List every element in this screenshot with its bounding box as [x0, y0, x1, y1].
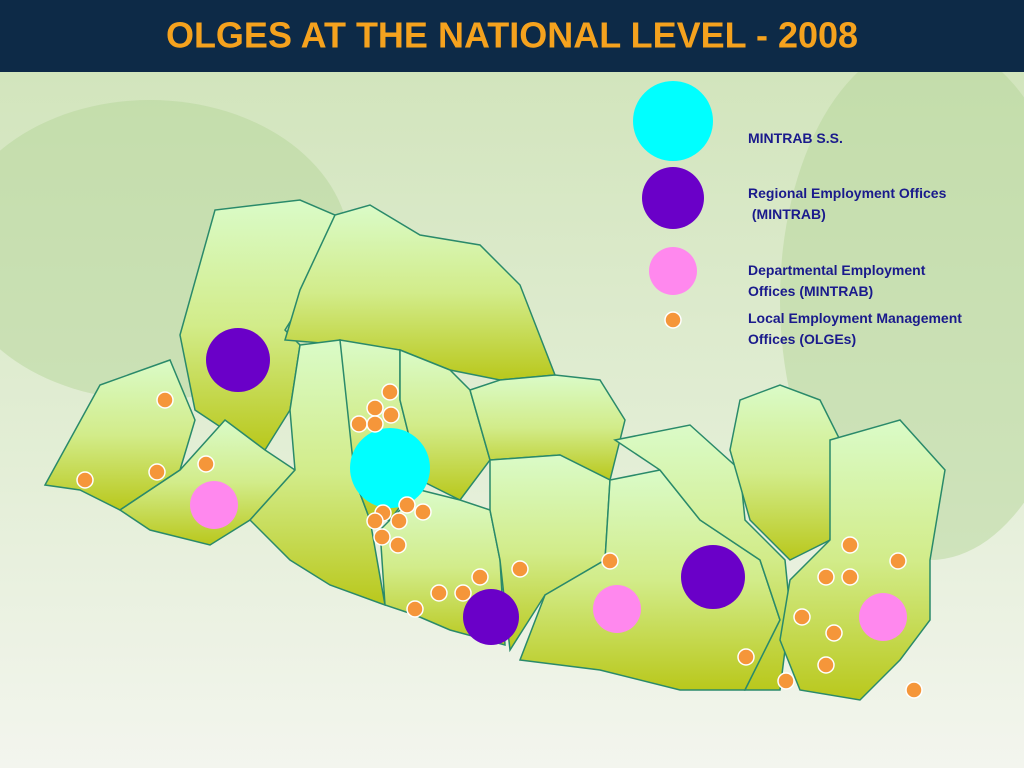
title: OLGES AT THE NATIONAL LEVEL - 2008: [166, 15, 858, 56]
departmental-marker: [190, 481, 238, 529]
olge-marker: [197, 455, 215, 473]
regional-marker: [463, 589, 519, 645]
legend-label: Offices (MINTRAB): [748, 283, 873, 299]
olge-markers: [76, 383, 923, 699]
olge-marker: [390, 512, 408, 530]
markers: [76, 328, 923, 699]
olge-marker: [471, 568, 489, 586]
legend-label: (MINTRAB): [748, 206, 826, 222]
olge-marker: [889, 552, 907, 570]
olge-marker: [430, 584, 448, 602]
olge-marker: [366, 399, 384, 417]
olge-marker: [454, 584, 472, 602]
olge-marker: [366, 415, 384, 433]
regional-marker: [206, 328, 270, 392]
olge-marker: [398, 496, 416, 514]
legend-label: Offices (OLGEs): [748, 331, 856, 347]
foliage: [780, 40, 1024, 560]
olge-marker: [664, 311, 682, 329]
olge-marker: [737, 648, 755, 666]
mintrab-marker: [350, 428, 430, 508]
departmental-marker: [859, 593, 907, 641]
regional-marker: [681, 545, 745, 609]
olge-marker: [381, 383, 399, 401]
olge-marker: [76, 471, 94, 489]
olge-marker: [350, 415, 368, 433]
legend-label: Departmental Employment: [748, 262, 926, 278]
legend-swatch: [649, 247, 697, 295]
olge-marker: [841, 536, 859, 554]
olge-marker: [414, 503, 432, 521]
olge-marker: [148, 463, 166, 481]
olge-marker: [406, 600, 424, 618]
olge-marker: [825, 624, 843, 642]
olge-marker: [366, 512, 384, 530]
olge-marker: [777, 672, 795, 690]
departmental-marker: [593, 585, 641, 633]
olge-marker: [793, 608, 811, 626]
olge-marker: [841, 568, 859, 586]
department: [779, 419, 946, 701]
olge-marker: [511, 560, 529, 578]
olge-marker: [373, 528, 391, 546]
legend-label: Regional Employment Offices: [748, 185, 947, 201]
olge-marker: [382, 406, 400, 424]
legend-label: MINTRAB S.S.: [748, 130, 843, 146]
olge-marker: [601, 552, 619, 570]
legend: MINTRAB S.S. Regional Employment Offices…: [633, 81, 962, 347]
olge-marker: [817, 656, 835, 674]
olge-marker: [905, 681, 923, 699]
legend-swatch: [633, 81, 713, 161]
legend-swatch: [642, 167, 704, 229]
legend-label: Local Employment Management: [748, 310, 962, 326]
olge-marker: [817, 568, 835, 586]
olge-marker: [389, 536, 407, 554]
olge-marker: [156, 391, 174, 409]
title-bar: [0, 0, 1024, 72]
